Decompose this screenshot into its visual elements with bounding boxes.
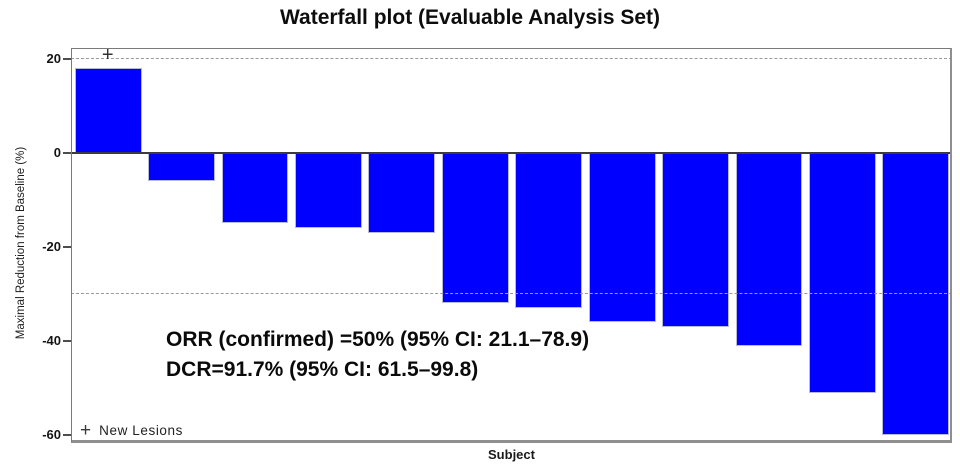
- bar-subject-4: [295, 152, 362, 229]
- y-tick-mark: [63, 152, 71, 154]
- x-axis-label: Subject: [488, 447, 535, 462]
- new-lesion-plus-icon: +: [101, 44, 114, 67]
- y-axis-label: Maximal Reduction from Baseline (%): [15, 146, 27, 340]
- y-tick-mark: [63, 58, 71, 60]
- y-tick-label--20: -20: [42, 238, 61, 254]
- legend-label: New Lesions: [99, 423, 183, 438]
- y-tick-mark: [63, 340, 71, 342]
- bar-subject-10: [735, 152, 803, 346]
- chart-title: Waterfall plot (Evaluable Analysis Set): [279, 6, 661, 29]
- y-tick-label--40: -40: [42, 332, 61, 348]
- bar-subject-1: [74, 68, 142, 153]
- plot-area: ORR (confirmed) =50% (95% CI: 21.1–78.9)…: [71, 44, 952, 443]
- y-tick-label--60: -60: [42, 427, 61, 442]
- zero-baseline: [71, 151, 952, 154]
- y-tick-mark: [63, 246, 71, 248]
- annotation-orr-line: ORR (confirmed) =50% (95% CI: 21.1–78.9): [166, 328, 590, 351]
- bar-subject-3: [221, 152, 289, 224]
- bar-subject-8: [588, 152, 656, 323]
- annotation-dcr-line: DCR=91.7% (95% CI: 61.5–99.8): [166, 358, 479, 381]
- plus-marker-icon: +: [80, 420, 92, 441]
- y-tick-label-20: 20: [46, 50, 61, 66]
- legend-new-lesions: + New Lesions: [80, 421, 183, 440]
- bar-subject-11: [808, 152, 876, 393]
- bar-subject-2: [148, 152, 216, 182]
- y-tick-label-0: 0: [53, 144, 61, 160]
- dashed-gridline-20: [71, 58, 952, 60]
- bar-subject-6: [441, 152, 509, 304]
- annotation-orr-dcr: ORR (confirmed) =50% (95% CI: 21.1–78.9)…: [166, 325, 589, 385]
- bar-subject-5: [368, 152, 436, 233]
- bar-subject-9: [662, 152, 729, 327]
- bar-subject-7: [515, 152, 583, 309]
- y-tick-mark: [63, 434, 71, 436]
- dashed-gridline--30: [71, 293, 952, 295]
